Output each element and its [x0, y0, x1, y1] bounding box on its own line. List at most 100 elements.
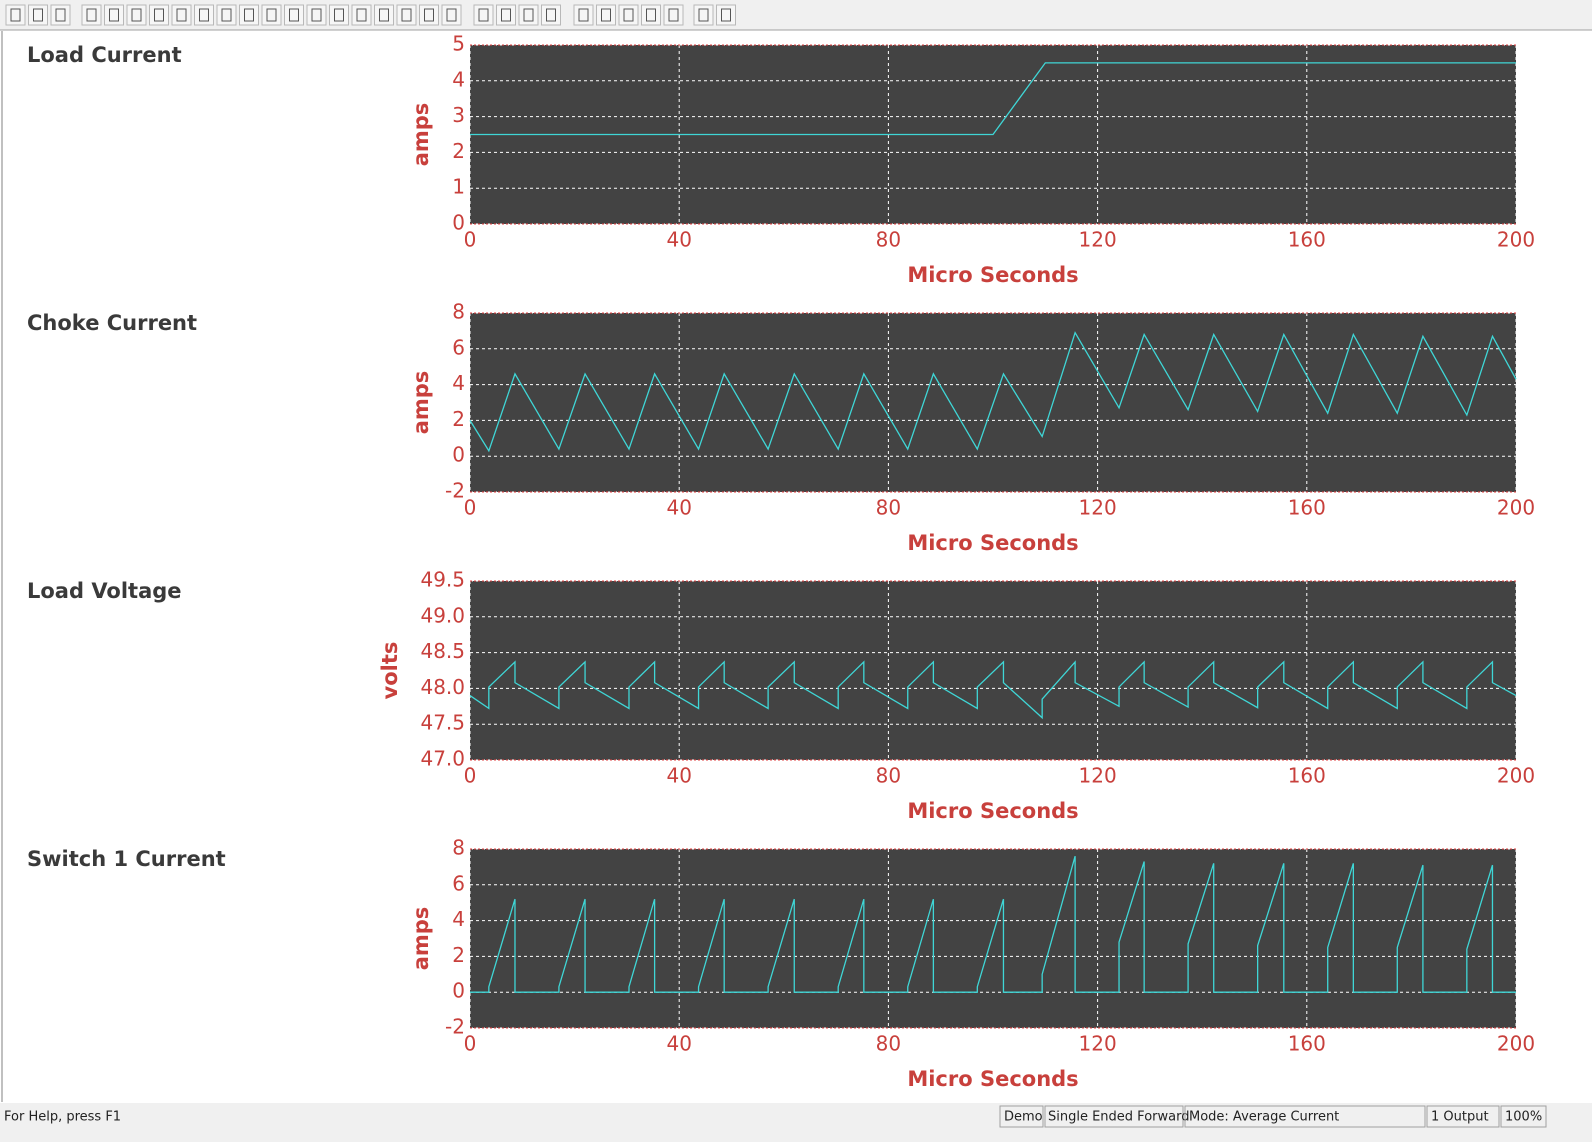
- status-zoom: 100%: [1505, 1110, 1542, 1125]
- x-axis-label: Micro Seconds: [907, 799, 1078, 823]
- status-pane: [1426, 1105, 1500, 1128]
- toolbar-icon: [623, 8, 634, 22]
- toolbar-button[interactable]: [518, 4, 539, 26]
- toolbar-button[interactable]: [104, 4, 124, 26]
- x-tick-label: 120: [1079, 228, 1117, 252]
- toolbar-icon: [601, 8, 611, 22]
- y-tick-label: 48.0: [420, 675, 465, 699]
- y-tick-label: -2: [445, 479, 465, 503]
- toolbar-icon: [154, 8, 164, 22]
- x-tick-label: 160: [1288, 228, 1326, 252]
- status-mode: Mode: Average Current: [1189, 1110, 1339, 1125]
- y-tick-label: 47.5: [420, 711, 465, 735]
- toolbar-button[interactable]: [329, 4, 349, 26]
- toolbar-button[interactable]: [496, 4, 516, 26]
- toolbar-icon: [311, 8, 322, 22]
- x-tick-label: 80: [876, 764, 901, 788]
- x-axis-label: Micro Seconds: [907, 1067, 1078, 1091]
- x-tick-label: 40: [666, 228, 691, 252]
- y-tick-label: 0: [452, 443, 465, 467]
- toolbar-button[interactable]: [573, 4, 594, 26]
- toolbar-icon: [668, 8, 679, 22]
- toolbar-button[interactable]: [5, 4, 26, 26]
- toolbar-icon: [721, 8, 731, 22]
- toolbar-icon: [578, 8, 589, 22]
- toolbar-button[interactable]: [126, 4, 147, 26]
- toolbar-button[interactable]: [693, 4, 714, 26]
- data-line: [469, 660, 1517, 720]
- toolbar-button[interactable]: [618, 4, 639, 26]
- y-tick-label: 8: [452, 836, 465, 860]
- toolbar-button[interactable]: [306, 4, 327, 26]
- chart-title: Switch 1 Current: [27, 847, 226, 871]
- toolbar-icon: [698, 8, 709, 22]
- y-tick-label: 48.5: [420, 639, 465, 663]
- x-tick-label: 80: [876, 228, 901, 252]
- toolbar-button[interactable]: [441, 4, 462, 26]
- status-pane: [1184, 1105, 1426, 1128]
- toolbar-button[interactable]: [171, 4, 192, 26]
- status-pane: [999, 1105, 1044, 1128]
- toolbar-button[interactable]: [541, 4, 561, 26]
- y-tick-label: 4: [452, 371, 465, 395]
- toolbar-button[interactable]: [149, 4, 169, 26]
- x-tick-label: 40: [666, 764, 691, 788]
- y-tick-label: 47.0: [420, 747, 465, 771]
- toolbar-icon: [55, 8, 66, 22]
- toolbar-button[interactable]: [351, 4, 372, 26]
- y-tick-label: 6: [452, 335, 465, 359]
- plot-area: [470, 581, 1516, 760]
- toolbar-button[interactable]: [194, 4, 214, 26]
- toolbar-button[interactable]: [663, 4, 684, 26]
- status-pane: [1500, 1105, 1547, 1128]
- x-tick-label: 80: [876, 496, 901, 520]
- chart-title: Load Current: [27, 43, 182, 67]
- toolbar-button[interactable]: [261, 4, 282, 26]
- toolbar-icon: [176, 8, 187, 22]
- chart-title: Load Voltage: [27, 579, 182, 603]
- x-tick-label: 0: [464, 1032, 477, 1056]
- toolbar-button[interactable]: [284, 4, 304, 26]
- y-tick-label: 1: [452, 175, 465, 199]
- y-tick-label: 0: [452, 211, 465, 235]
- toolbar-icon: [424, 8, 434, 22]
- toolbar-button[interactable]: [396, 4, 417, 26]
- data-line: [469, 331, 1517, 453]
- toolbar-button[interactable]: [216, 4, 237, 26]
- toolbar-button[interactable]: [473, 4, 494, 26]
- toolbar-button[interactable]: [28, 4, 48, 26]
- status-pane: [1044, 1105, 1184, 1128]
- toolbar-icon: [334, 8, 344, 22]
- x-tick-label: 200: [1497, 228, 1535, 252]
- toolbar-icon: [356, 8, 367, 22]
- x-tick-label: 0: [464, 228, 477, 252]
- toolbar-button[interactable]: [641, 4, 661, 26]
- plot-area: [470, 849, 1516, 1028]
- toolbar-button[interactable]: [374, 4, 394, 26]
- x-tick-label: 160: [1288, 1032, 1326, 1056]
- toolbar-button[interactable]: [239, 4, 259, 26]
- toolbar-icon: [478, 8, 489, 22]
- toolbar-icon: [109, 8, 119, 22]
- toolbar-icon: [131, 8, 142, 22]
- toolbar: [0, 0, 1592, 30]
- toolbar-icon: [446, 8, 457, 22]
- toolbar-icon: [401, 8, 412, 22]
- x-tick-label: 200: [1497, 764, 1535, 788]
- x-axis-label: Micro Seconds: [907, 263, 1078, 287]
- toolbar-button[interactable]: [716, 4, 736, 26]
- status-license: Demo: [1004, 1110, 1043, 1125]
- toolbar-icon: [289, 8, 299, 22]
- toolbar-icon: [379, 8, 389, 22]
- y-tick-label: 8: [452, 300, 465, 324]
- toolbar-button[interactable]: [596, 4, 616, 26]
- x-tick-label: 160: [1288, 496, 1326, 520]
- toolbar-button[interactable]: [50, 4, 71, 26]
- status-help: For Help, press F1: [4, 1110, 121, 1125]
- toolbar-button[interactable]: [81, 4, 102, 26]
- toolbar-button[interactable]: [419, 4, 439, 26]
- chart-title: Choke Current: [27, 311, 197, 335]
- x-axis-label: Micro Seconds: [907, 531, 1078, 555]
